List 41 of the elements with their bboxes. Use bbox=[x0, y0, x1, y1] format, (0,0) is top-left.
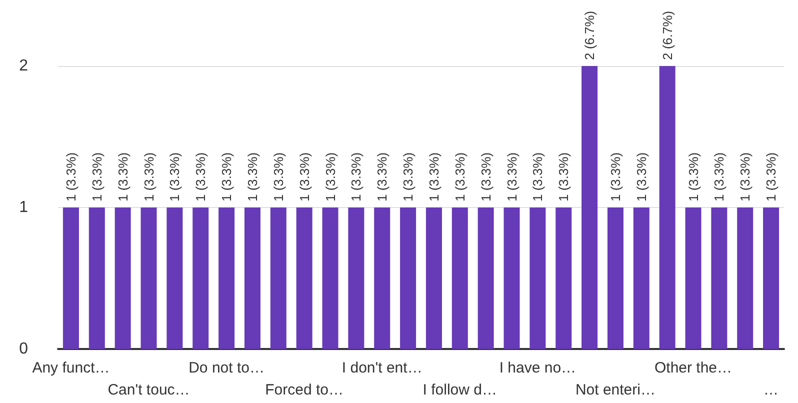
data-label: 1 (3.3%) bbox=[608, 152, 623, 202]
y-tick-label: 0 bbox=[19, 340, 28, 358]
data-label: 2 (6.7%) bbox=[582, 10, 598, 60]
x-tick-label: Do not to… bbox=[188, 360, 264, 376]
data-label: 1 (3.3%) bbox=[556, 152, 572, 202]
data-label: 1 (3.3%) bbox=[504, 152, 520, 202]
data-label: 2 (6.7%) bbox=[660, 10, 675, 60]
data-label: 1 (3.3%) bbox=[478, 152, 494, 202]
data-label: 1 (3.3%) bbox=[296, 152, 312, 202]
data-label: 1 (3.3%) bbox=[167, 152, 182, 202]
data-label: 1 (3.3%) bbox=[219, 152, 234, 202]
x-tick-label: Other the… bbox=[654, 360, 732, 376]
x-tick-label: Can't touc… bbox=[108, 382, 190, 398]
data-label: 1 (3.3%) bbox=[712, 152, 727, 202]
data-label: 1 (3.3%) bbox=[115, 152, 130, 202]
data-label: 1 (3.3%) bbox=[764, 152, 779, 202]
data-label: 1 (3.3%) bbox=[530, 152, 546, 202]
x-tick-label: I follow d… bbox=[422, 382, 497, 398]
data-label: 1 (3.3%) bbox=[426, 152, 442, 202]
data-label: 1 (3.3%) bbox=[686, 152, 701, 202]
data-label: 1 (3.3%) bbox=[348, 152, 364, 202]
data-label: 1 (3.3%) bbox=[244, 152, 260, 202]
data-label: 1 (3.3%) bbox=[89, 152, 104, 202]
data-label: 1 (3.3%) bbox=[738, 152, 753, 202]
data-label: 1 (3.3%) bbox=[270, 152, 286, 202]
x-tick-label: … bbox=[764, 382, 779, 398]
x-tick-label: I have no… bbox=[499, 360, 576, 376]
y-tick-label: 1 bbox=[19, 199, 28, 216]
data-label: 1 (3.3%) bbox=[374, 152, 390, 202]
data-label: 1 (3.3%) bbox=[452, 152, 468, 202]
data-label: 1 (3.3%) bbox=[322, 152, 338, 202]
x-tick-label: Forced to… bbox=[265, 382, 344, 398]
y-tick-label: 2 bbox=[19, 58, 28, 74]
data-label: 1 (3.3%) bbox=[63, 152, 78, 202]
data-label: 1 (3.3%) bbox=[193, 152, 208, 202]
x-tick-label: I don't ent… bbox=[342, 360, 422, 376]
x-tick-label: Any funct… bbox=[32, 360, 110, 376]
x-tick-label: Not enteri… bbox=[575, 382, 656, 398]
data-label: 1 (3.3%) bbox=[400, 152, 416, 202]
data-label: 1 (3.3%) bbox=[141, 152, 156, 202]
data-label: 1 (3.3%) bbox=[634, 152, 649, 202]
